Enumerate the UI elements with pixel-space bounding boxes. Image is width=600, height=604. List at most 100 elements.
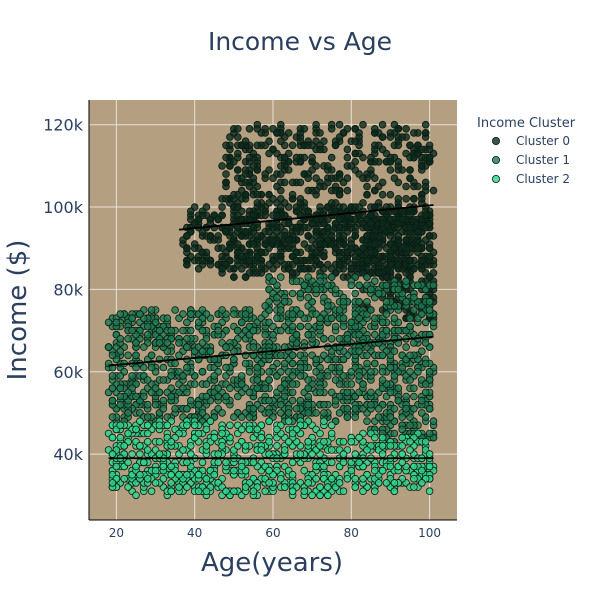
data-point <box>339 355 348 364</box>
data-point <box>253 199 262 207</box>
data-point <box>370 314 379 323</box>
data-point <box>312 462 320 471</box>
data-point <box>394 260 403 269</box>
data-point <box>167 392 176 401</box>
data-point <box>304 293 313 302</box>
data-point <box>323 162 332 170</box>
data-point <box>261 302 270 310</box>
data-point <box>280 392 289 401</box>
data-point <box>359 487 367 496</box>
data-point <box>386 388 395 397</box>
data-point <box>226 244 234 253</box>
data-point <box>249 343 258 351</box>
data-point <box>410 462 418 471</box>
data-point <box>292 404 301 413</box>
data-point <box>312 174 320 183</box>
data-point <box>335 479 344 487</box>
data-point <box>378 450 387 458</box>
data-point <box>143 376 152 384</box>
data-point <box>331 376 340 384</box>
data-point <box>335 334 344 343</box>
data-point <box>284 219 293 228</box>
data-point <box>402 125 410 133</box>
data-point <box>363 351 371 360</box>
data-point <box>112 318 121 327</box>
data-point <box>202 442 211 450</box>
data-point <box>425 145 434 154</box>
data-point <box>261 384 270 393</box>
data-point <box>304 273 313 281</box>
data-point <box>273 211 281 220</box>
data-point <box>335 120 344 129</box>
data-point <box>194 318 203 327</box>
data-point <box>265 149 273 158</box>
data-point <box>327 388 336 397</box>
data-point <box>288 269 297 277</box>
data-point <box>143 437 152 446</box>
data-point <box>370 141 379 150</box>
data-point <box>284 409 293 417</box>
data-point <box>417 145 426 154</box>
data-point <box>265 396 273 405</box>
data-point <box>230 413 238 421</box>
data-point <box>124 334 132 343</box>
data-point <box>378 466 387 475</box>
data-point <box>226 384 234 393</box>
data-point <box>190 421 199 430</box>
data-point <box>378 433 387 442</box>
data-point <box>257 269 266 277</box>
data-point <box>276 409 285 417</box>
data-point <box>378 219 387 228</box>
data-point <box>327 153 336 162</box>
data-point <box>183 483 191 491</box>
data-point <box>284 244 293 253</box>
data-point <box>218 162 226 170</box>
data-point <box>367 248 375 257</box>
data-point <box>269 174 277 183</box>
data-point <box>143 413 152 421</box>
data-point <box>159 363 168 372</box>
data-point <box>335 240 344 248</box>
data-point <box>280 178 289 187</box>
data-point <box>143 330 152 339</box>
data-point <box>308 450 316 458</box>
data-point <box>390 347 399 356</box>
data-point <box>410 195 418 203</box>
data-point <box>245 413 254 421</box>
data-point <box>273 149 281 158</box>
data-point <box>394 285 403 294</box>
data-point <box>406 437 414 446</box>
data-point <box>183 363 191 372</box>
data-point <box>402 195 410 203</box>
data-point <box>276 351 285 360</box>
data-point <box>253 125 262 133</box>
data-point <box>296 396 305 405</box>
data-point <box>406 367 414 376</box>
data-point <box>210 372 219 380</box>
data-point <box>241 273 250 281</box>
data-point <box>245 256 254 265</box>
data-point <box>398 433 407 442</box>
data-point <box>234 166 242 174</box>
legend-label: Cluster 1 <box>516 153 570 167</box>
data-point <box>214 384 223 393</box>
data-point <box>378 318 387 327</box>
data-point <box>147 351 156 360</box>
data-point <box>425 450 434 458</box>
data-point <box>198 339 207 347</box>
data-point <box>363 446 371 454</box>
data-point <box>288 388 297 397</box>
data-point <box>222 153 230 162</box>
data-point <box>421 359 430 368</box>
data-point <box>183 318 191 327</box>
data-point <box>237 425 246 434</box>
data-point <box>406 446 414 454</box>
legend-marker <box>491 155 500 164</box>
data-point <box>253 153 262 162</box>
data-point <box>261 330 270 339</box>
data-point <box>421 182 430 191</box>
data-point <box>327 199 336 207</box>
data-point <box>132 425 140 434</box>
data-point <box>402 277 410 286</box>
data-point <box>124 409 132 417</box>
